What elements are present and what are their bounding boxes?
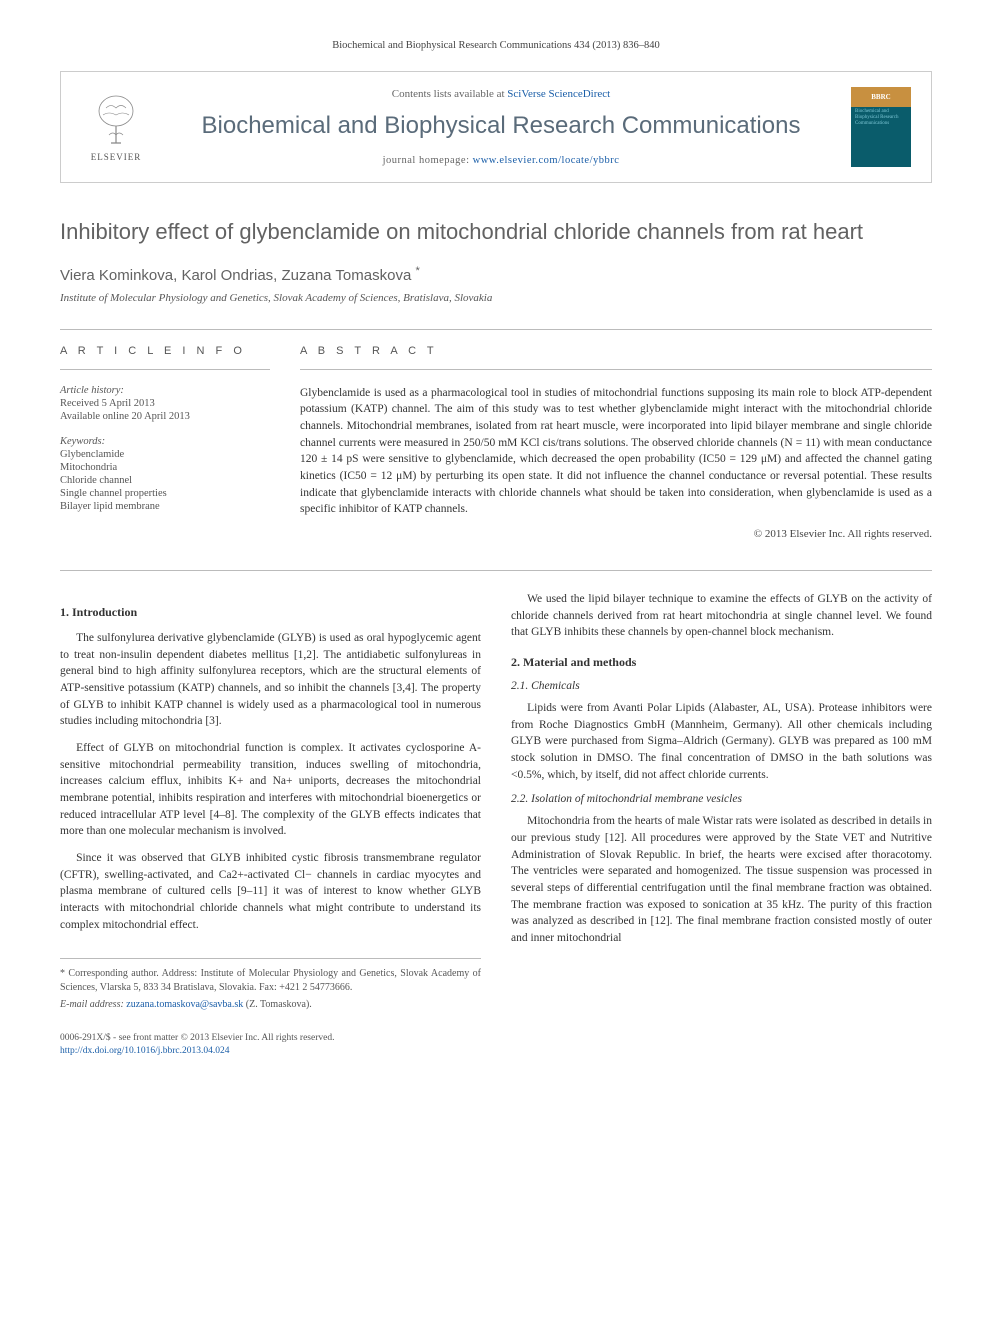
right-column: We used the lipid bilayer technique to e… bbox=[511, 591, 932, 1057]
chemicals-para: Lipids were from Avanti Polar Lipids (Al… bbox=[511, 700, 932, 783]
abstract-text: Glybenclamide is used as a pharmacologic… bbox=[300, 385, 932, 518]
isolation-heading: 2.2. Isolation of mitochondrial membrane… bbox=[511, 793, 932, 805]
isolation-para: Mitochondria from the hearts of male Wis… bbox=[511, 813, 932, 946]
journal-name: Biochemical and Biophysical Research Com… bbox=[171, 112, 831, 140]
divider bbox=[60, 570, 932, 571]
journal-header: ELSEVIER Contents lists available at Sci… bbox=[60, 71, 932, 183]
chemicals-heading: 2.1. Chemicals bbox=[511, 680, 932, 692]
cover-code: BBRC bbox=[851, 87, 911, 107]
homepage-link[interactable]: www.elsevier.com/locate/ybbrc bbox=[473, 155, 620, 166]
email-line: E-mail address: zuzana.tomaskova@savba.s… bbox=[60, 998, 481, 1012]
email-attribution: (Z. Tomaskova). bbox=[243, 999, 312, 1010]
abstract-column: A B S T R A C T Glybenclamide is used as… bbox=[300, 345, 932, 540]
corresponding-author-note: * Corresponding author. Address: Institu… bbox=[60, 967, 481, 995]
keyword: Single channel properties bbox=[60, 488, 270, 499]
doi-link[interactable]: http://dx.doi.org/10.1016/j.bbrc.2013.04… bbox=[60, 1045, 481, 1057]
article-info-heading: A R T I C L E I N F O bbox=[60, 345, 270, 357]
copyright: © 2013 Elsevier Inc. All rights reserved… bbox=[300, 528, 932, 540]
contents-available: Contents lists available at SciVerse Sci… bbox=[171, 88, 831, 100]
contents-prefix: Contents lists available at bbox=[392, 88, 507, 100]
abstract-heading: A B S T R A C T bbox=[300, 345, 932, 357]
article-info-column: A R T I C L E I N F O Article history: R… bbox=[60, 345, 270, 540]
history-label: Article history: bbox=[60, 385, 270, 396]
intro-heading: 1. Introduction bbox=[60, 605, 481, 620]
elsevier-label: ELSEVIER bbox=[91, 152, 142, 162]
footnotes: * Corresponding author. Address: Institu… bbox=[60, 958, 481, 1012]
journal-cover-thumbnail[interactable]: BBRC Biochemical and Biophysical Researc… bbox=[851, 87, 911, 167]
journal-homepage: journal homepage: www.elsevier.com/locat… bbox=[171, 155, 831, 166]
intro-para-1: The sulfonylurea derivative glybenclamid… bbox=[60, 630, 481, 730]
keyword: Mitochondria bbox=[60, 462, 270, 473]
author-names: Viera Kominkova, Karol Ondrias, Zuzana T… bbox=[60, 267, 415, 284]
intro-para-2: Effect of GLYB on mitochondrial function… bbox=[60, 740, 481, 840]
available-date: Available online 20 April 2013 bbox=[60, 411, 270, 422]
affiliation: Institute of Molecular Physiology and Ge… bbox=[60, 292, 932, 304]
intro-para-3: Since it was observed that GLYB inhibite… bbox=[60, 850, 481, 933]
sciencedirect-link[interactable]: SciVerse ScienceDirect bbox=[507, 88, 610, 100]
article-title: Inhibitory effect of glybenclamide on mi… bbox=[60, 218, 932, 247]
received-date: Received 5 April 2013 bbox=[60, 398, 270, 409]
keyword: Chloride channel bbox=[60, 475, 270, 486]
journal-reference: Biochemical and Biophysical Research Com… bbox=[60, 40, 932, 51]
email-label: E-mail address: bbox=[60, 999, 126, 1010]
keyword: Glybenclamide bbox=[60, 449, 270, 460]
left-column: 1. Introduction The sulfonylurea derivat… bbox=[60, 591, 481, 1057]
divider bbox=[300, 369, 932, 370]
methods-heading: 2. Material and methods bbox=[511, 655, 932, 670]
issn-line: 0006-291X/$ - see front matter © 2013 El… bbox=[60, 1032, 481, 1044]
intro-para-4: We used the lipid bilayer technique to e… bbox=[511, 591, 932, 641]
email-link[interactable]: zuzana.tomaskova@savba.sk bbox=[126, 999, 243, 1010]
divider bbox=[60, 329, 932, 330]
keywords-label: Keywords: bbox=[60, 436, 270, 447]
divider bbox=[60, 369, 270, 370]
elsevier-tree-icon bbox=[91, 93, 141, 148]
keyword: Bilayer lipid membrane bbox=[60, 501, 270, 512]
cover-label: Biochemical and Biophysical Research Com… bbox=[851, 107, 911, 127]
body-columns: 1. Introduction The sulfonylurea derivat… bbox=[60, 591, 932, 1057]
corresponding-mark: * bbox=[415, 265, 419, 277]
homepage-prefix: journal homepage: bbox=[383, 155, 473, 166]
elsevier-logo[interactable]: ELSEVIER bbox=[81, 87, 151, 167]
bottom-metadata: 0006-291X/$ - see front matter © 2013 El… bbox=[60, 1032, 481, 1057]
authors: Viera Kominkova, Karol Ondrias, Zuzana T… bbox=[60, 265, 932, 284]
